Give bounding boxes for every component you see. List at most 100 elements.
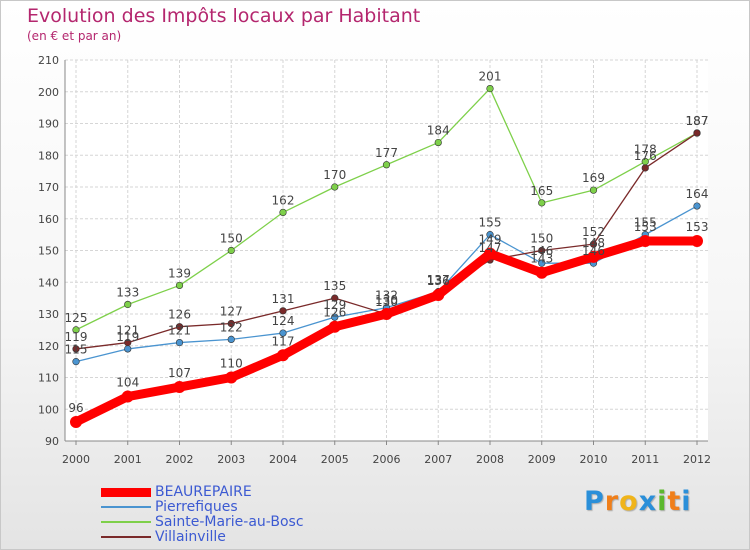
data-label: 164 bbox=[686, 187, 709, 201]
data-point bbox=[589, 186, 598, 194]
data-point bbox=[331, 183, 339, 191]
data-point bbox=[227, 319, 235, 328]
data-label: 133 bbox=[116, 285, 139, 299]
legend-label: Pierrefiques bbox=[155, 499, 238, 515]
legend-label: Villainville bbox=[155, 529, 226, 545]
data-label: 178 bbox=[634, 143, 657, 157]
data-point bbox=[382, 161, 391, 169]
x-tick-label: 2011 bbox=[631, 453, 659, 466]
data-point bbox=[538, 246, 546, 255]
data-label: 117 bbox=[272, 334, 295, 348]
legend-swatch-sainte-marie-au-bosc bbox=[101, 521, 151, 523]
data-point bbox=[227, 335, 235, 344]
data-label: 165 bbox=[530, 184, 553, 198]
data-label: 104 bbox=[116, 376, 139, 390]
data-point bbox=[691, 234, 703, 247]
y-tick-label: 200 bbox=[38, 86, 59, 99]
data-label: 119 bbox=[65, 330, 88, 344]
data-label: 162 bbox=[272, 193, 295, 207]
data-label: 146 bbox=[530, 244, 553, 258]
data-point bbox=[175, 338, 184, 347]
x-tick-label: 2007 bbox=[424, 453, 452, 466]
data-label: 136 bbox=[427, 274, 450, 288]
data-label: 121 bbox=[116, 324, 139, 338]
x-tick-label: 2004 bbox=[269, 453, 297, 466]
data-label: 187 bbox=[686, 114, 709, 128]
y-tick-label: 190 bbox=[38, 118, 59, 131]
data-label: 107 bbox=[168, 366, 191, 380]
data-label: 149 bbox=[479, 233, 502, 247]
data-point bbox=[331, 294, 339, 302]
legend-swatch-beaurepaire bbox=[101, 487, 151, 497]
data-point bbox=[538, 259, 546, 267]
data-label: 131 bbox=[272, 292, 295, 306]
data-label: 150 bbox=[530, 232, 553, 246]
data-point bbox=[175, 281, 184, 290]
y-tick-label: 180 bbox=[38, 149, 59, 162]
data-label: 153 bbox=[634, 220, 657, 234]
x-tick-label: 2010 bbox=[580, 453, 608, 466]
data-label: 127 bbox=[220, 305, 243, 319]
data-point bbox=[328, 320, 341, 333]
data-point bbox=[72, 358, 80, 366]
data-label: 119 bbox=[116, 330, 139, 344]
data-label: 139 bbox=[168, 266, 191, 280]
y-tick-label: 150 bbox=[38, 245, 59, 258]
logo-letter: i bbox=[681, 486, 692, 517]
data-label: 155 bbox=[479, 216, 502, 230]
legend-swatch-villainville bbox=[101, 536, 151, 538]
data-point bbox=[639, 234, 652, 247]
x-tick-label: 2005 bbox=[321, 453, 349, 466]
x-tick-label: 2009 bbox=[528, 453, 556, 466]
data-point bbox=[434, 138, 442, 147]
data-label: 96 bbox=[68, 401, 83, 415]
data-point bbox=[380, 308, 393, 320]
y-tick-label: 170 bbox=[38, 181, 59, 194]
data-point bbox=[124, 338, 132, 347]
y-tick-label: 130 bbox=[38, 308, 59, 321]
data-point bbox=[279, 208, 287, 216]
data-point bbox=[72, 326, 80, 334]
data-point bbox=[279, 307, 287, 315]
y-tick-label: 210 bbox=[38, 54, 59, 67]
data-label: 135 bbox=[323, 279, 346, 293]
data-label: 132 bbox=[375, 289, 398, 303]
x-tick-label: 2008 bbox=[476, 453, 504, 466]
data-label: 122 bbox=[220, 320, 243, 334]
x-tick-label: 2006 bbox=[373, 453, 401, 466]
y-tick-label: 140 bbox=[38, 276, 59, 289]
data-label: 147 bbox=[479, 241, 502, 255]
x-tick-label: 2001 bbox=[114, 453, 142, 466]
y-tick-label: 100 bbox=[38, 403, 59, 416]
data-point bbox=[486, 231, 494, 239]
data-label: 153 bbox=[686, 220, 709, 234]
data-point bbox=[279, 329, 287, 337]
data-label: 121 bbox=[168, 324, 191, 338]
x-tick-label: 2002 bbox=[166, 453, 194, 466]
data-label: 170 bbox=[323, 168, 346, 182]
data-point bbox=[175, 323, 184, 331]
data-point bbox=[587, 250, 600, 263]
chart-title: Evolution des Impôts locaux par Habitant bbox=[27, 5, 421, 27]
logo-letter: x bbox=[638, 486, 658, 517]
data-point bbox=[124, 345, 132, 353]
logo-letter: t bbox=[667, 486, 682, 517]
data-label: 126 bbox=[323, 306, 346, 320]
logo-letter: P bbox=[584, 486, 605, 517]
data-label: 155 bbox=[634, 216, 657, 230]
data-label: 176 bbox=[634, 149, 657, 163]
data-label: 110 bbox=[220, 357, 243, 371]
data-label: 201 bbox=[479, 70, 502, 84]
logo-letter: o bbox=[619, 486, 639, 517]
data-point bbox=[173, 381, 186, 394]
data-point bbox=[331, 313, 339, 321]
legend-label: BEAUREPAIRE bbox=[155, 484, 252, 500]
data-label: 125 bbox=[65, 311, 88, 325]
data-label: 130 bbox=[375, 295, 398, 309]
data-point bbox=[589, 240, 598, 248]
data-label: 115 bbox=[65, 343, 88, 357]
data-label: 148 bbox=[582, 236, 605, 250]
data-point bbox=[538, 199, 546, 207]
x-tick-label: 2003 bbox=[217, 453, 245, 466]
data-point bbox=[535, 266, 548, 279]
